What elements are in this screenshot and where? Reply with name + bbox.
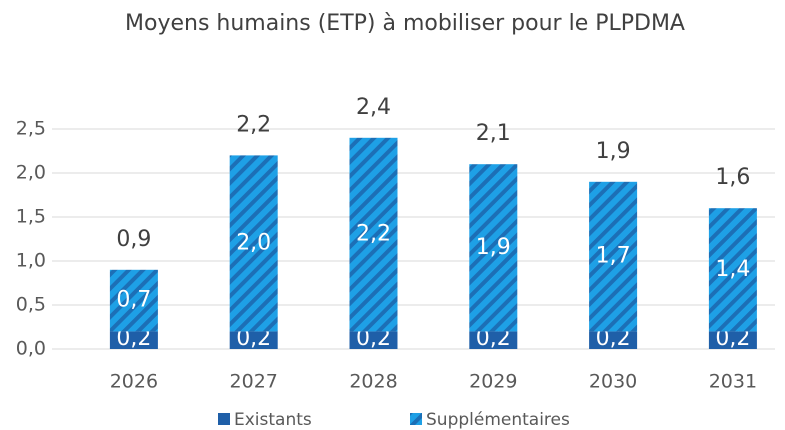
x-tick-label: 2031 <box>709 371 757 393</box>
total-label: 0,9 <box>116 227 151 252</box>
bar-segment <box>349 137 398 332</box>
bar-segment <box>349 331 398 349</box>
legend-swatch <box>410 413 422 425</box>
bar-segment <box>589 331 638 349</box>
y-tick-label: 1,0 <box>16 250 46 272</box>
data-label: 1,7 <box>596 244 631 269</box>
y-tick-label: 0,5 <box>16 294 46 316</box>
y-tick-label: 2,5 <box>16 118 46 140</box>
bar-segment <box>229 331 278 349</box>
bar-segment <box>469 164 518 332</box>
data-label: 2,2 <box>356 222 391 247</box>
chart-title: Moyens humains (ETP) à mobiliser pour le… <box>125 11 685 36</box>
x-tick-label: 2028 <box>349 371 397 393</box>
total-label: 1,6 <box>715 165 750 190</box>
bar-segment <box>229 155 278 332</box>
x-tick-label: 2026 <box>110 371 158 393</box>
data-label: 1,4 <box>715 257 750 282</box>
x-tick-label: 2027 <box>230 371 278 393</box>
legend-swatch <box>218 413 230 425</box>
total-label: 2,2 <box>236 112 271 137</box>
bar-segment <box>109 331 158 349</box>
data-label: 0,7 <box>116 288 151 313</box>
data-label: 2,0 <box>236 230 271 255</box>
legend-label: Existants <box>234 410 312 430</box>
x-tick-label: 2030 <box>589 371 637 393</box>
y-tick-label: 2,0 <box>16 162 46 184</box>
bar-segment <box>708 331 757 349</box>
bar-segment <box>469 331 518 349</box>
x-tick-label: 2029 <box>469 371 517 393</box>
y-tick-label: 0,0 <box>16 338 46 360</box>
total-label: 2,1 <box>476 121 511 146</box>
bar-segment <box>109 269 158 332</box>
legend-label: Supplémentaires <box>426 410 570 430</box>
data-label: 1,9 <box>476 235 511 260</box>
total-label: 1,9 <box>596 139 631 164</box>
y-tick-label: 1,5 <box>16 206 46 228</box>
total-label: 2,4 <box>356 95 391 120</box>
bar-segment <box>589 181 638 332</box>
bar-segment <box>708 208 757 332</box>
